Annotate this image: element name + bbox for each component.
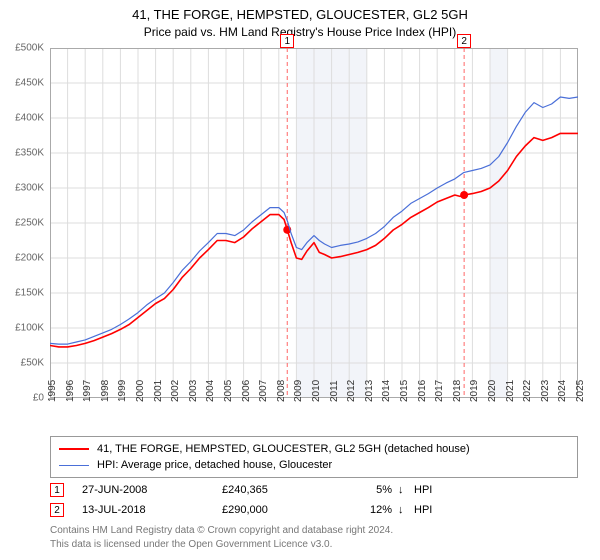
x-axis-label: 2011 xyxy=(329,380,340,402)
sale-diff: 12% xyxy=(332,504,398,516)
x-axis-label: 2008 xyxy=(276,380,287,402)
x-axis-label: 1997 xyxy=(82,380,93,402)
legend-box: 41, THE FORGE, HEMPSTED, GLOUCESTER, GL2… xyxy=(50,436,578,478)
y-axis-label: £50K xyxy=(21,358,44,369)
sales-table: 1 27-JUN-2008 £240,365 5% ↓ HPI 2 13-JUL… xyxy=(50,480,578,520)
x-axis-label: 2012 xyxy=(346,380,357,402)
x-axis-label: 2007 xyxy=(258,380,269,402)
sale-marker-box: 2 xyxy=(50,503,64,517)
y-axis-label: £400K xyxy=(15,113,44,124)
x-axis-label: 2006 xyxy=(241,380,252,402)
y-axis-label: £200K xyxy=(15,253,44,264)
y-axis-label: £450K xyxy=(15,78,44,89)
x-axis-label: 2018 xyxy=(452,380,463,402)
sale-marker-flag: 2 xyxy=(457,34,471,48)
y-axis-label: £350K xyxy=(15,148,44,159)
x-axis-label: 2021 xyxy=(505,380,516,402)
x-axis-label: 2020 xyxy=(487,380,498,402)
x-axis-label: 2017 xyxy=(434,380,445,402)
sale-price: £290,000 xyxy=(222,504,332,516)
x-axis-label: 1999 xyxy=(117,380,128,402)
x-axis-label: 1995 xyxy=(47,380,58,402)
x-axis-label: 2004 xyxy=(205,380,216,402)
x-axis-label: 2002 xyxy=(170,380,181,402)
legend-row-series2: HPI: Average price, detached house, Glou… xyxy=(59,457,569,473)
y-axis-label: £500K xyxy=(15,43,44,54)
y-axis-label: £150K xyxy=(15,288,44,299)
sale-date: 27-JUN-2008 xyxy=(82,484,222,496)
sale-row: 1 27-JUN-2008 £240,365 5% ↓ HPI xyxy=(50,480,578,500)
x-axis-label: 2022 xyxy=(522,380,533,402)
footer-attribution: Contains HM Land Registry data © Crown c… xyxy=(50,524,578,551)
y-axis-label: £0 xyxy=(33,393,44,404)
footer-line2: This data is licensed under the Open Gov… xyxy=(50,538,578,552)
x-axis-label: 2023 xyxy=(540,380,551,402)
x-axis-label: 2003 xyxy=(188,380,199,402)
y-axis-label: £300K xyxy=(15,183,44,194)
x-axis-label: 1996 xyxy=(65,380,76,402)
sale-hpi-label: HPI xyxy=(414,504,432,516)
line-chart xyxy=(50,48,578,398)
down-arrow-icon: ↓ xyxy=(398,504,414,516)
sale-marker-flag: 1 xyxy=(280,34,294,48)
y-axis-label: £250K xyxy=(15,218,44,229)
legend-row-series1: 41, THE FORGE, HEMPSTED, GLOUCESTER, GL2… xyxy=(59,441,569,457)
legend-swatch-series2 xyxy=(59,465,89,466)
chart-title-line1: 41, THE FORGE, HEMPSTED, GLOUCESTER, GL2… xyxy=(0,6,600,24)
x-axis-label: 2001 xyxy=(153,380,164,402)
x-axis-label: 2016 xyxy=(417,380,428,402)
sale-hpi-label: HPI xyxy=(414,484,432,496)
legend-label-series2: HPI: Average price, detached house, Glou… xyxy=(97,457,332,473)
x-axis-label: 2009 xyxy=(293,380,304,402)
x-axis-label: 2005 xyxy=(223,380,234,402)
x-axis-label: 2019 xyxy=(469,380,480,402)
sale-row: 2 13-JUL-2018 £290,000 12% ↓ HPI xyxy=(50,500,578,520)
x-axis-label: 2024 xyxy=(557,380,568,402)
sale-date: 13-JUL-2018 xyxy=(82,504,222,516)
x-axis-label: 1998 xyxy=(100,380,111,402)
x-axis-label: 2013 xyxy=(364,380,375,402)
down-arrow-icon: ↓ xyxy=(398,484,414,496)
legend-swatch-series1 xyxy=(59,448,89,450)
y-axis-label: £100K xyxy=(15,323,44,334)
legend-label-series1: 41, THE FORGE, HEMPSTED, GLOUCESTER, GL2… xyxy=(97,441,470,457)
x-axis-label: 2010 xyxy=(311,380,322,402)
chart-area: £0£50K£100K£150K£200K£250K£300K£350K£400… xyxy=(50,48,578,398)
sale-diff: 5% xyxy=(332,484,398,496)
sale-price: £240,365 xyxy=(222,484,332,496)
x-axis-label: 2000 xyxy=(135,380,146,402)
x-axis-label: 2014 xyxy=(381,380,392,402)
footer-line1: Contains HM Land Registry data © Crown c… xyxy=(50,524,578,538)
chart-title-line2: Price paid vs. HM Land Registry's House … xyxy=(0,24,600,40)
sale-marker-box: 1 xyxy=(50,483,64,497)
x-axis-label: 2025 xyxy=(575,380,586,402)
x-axis-label: 2015 xyxy=(399,380,410,402)
